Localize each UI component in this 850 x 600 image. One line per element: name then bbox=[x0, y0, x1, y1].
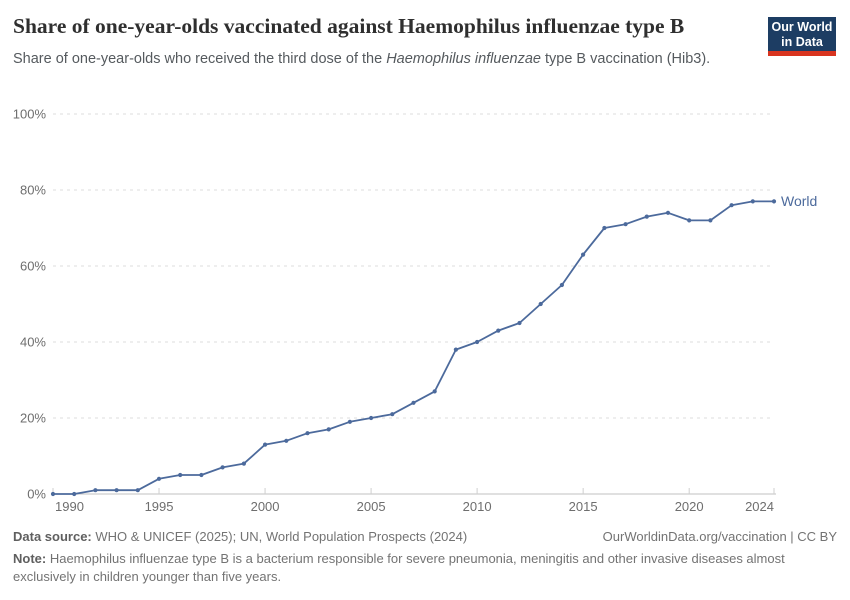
y-axis-tick-label: 0% bbox=[27, 487, 46, 502]
data-point-2019[interactable] bbox=[665, 210, 671, 215]
x-axis-tick-label: 2015 bbox=[569, 499, 598, 514]
data-point-2003[interactable] bbox=[326, 427, 331, 432]
source-row: Data source: WHO & UNICEF (2025); UN, Wo… bbox=[13, 529, 837, 545]
series-end-label[interactable]: World bbox=[781, 193, 817, 209]
data-point-2022[interactable] bbox=[729, 203, 734, 208]
y-axis-tick-label: 80% bbox=[20, 183, 46, 198]
page-title: Share of one-year-olds vaccinated agains… bbox=[13, 14, 685, 38]
data-point-2017[interactable] bbox=[623, 222, 628, 227]
data-point-1998[interactable] bbox=[220, 465, 225, 470]
data-point-2005[interactable] bbox=[369, 415, 374, 421]
subtitle-text: Share of one-year-olds who received the … bbox=[13, 50, 387, 67]
note-text: Haemophilus influenzae type B is a bacte… bbox=[13, 551, 785, 584]
data-point-1994[interactable] bbox=[135, 488, 140, 493]
y-axis-tick-label: 40% bbox=[20, 335, 46, 350]
data-point-2021[interactable] bbox=[708, 218, 713, 223]
data-source-label: Data source: bbox=[13, 529, 92, 544]
data-point-2006[interactable] bbox=[390, 412, 395, 417]
data-point-1990[interactable] bbox=[50, 491, 56, 497]
data-point-1997[interactable] bbox=[199, 472, 204, 478]
series-line-world[interactable] bbox=[53, 200, 774, 495]
data-point-2020[interactable] bbox=[687, 218, 692, 223]
data-point-2014[interactable] bbox=[559, 282, 565, 288]
data-point-2010[interactable] bbox=[475, 339, 480, 345]
data-point-2023[interactable] bbox=[750, 199, 755, 204]
owid-logo-line2: in Data bbox=[781, 34, 823, 49]
data-point-2013[interactable] bbox=[538, 301, 543, 307]
data-point-2000[interactable] bbox=[263, 442, 268, 447]
data-point-2011[interactable] bbox=[496, 328, 501, 333]
data-point-2008[interactable] bbox=[432, 389, 437, 394]
data-point-2015[interactable] bbox=[581, 252, 586, 257]
data-point-2024[interactable] bbox=[771, 199, 777, 204]
subtitle-text-suffix: type B vaccination (Hib3). bbox=[540, 50, 711, 67]
subtitle-italic-text: Haemophilus influenzae bbox=[386, 50, 541, 67]
chart-subtitle: Share of one-year-olds who received the … bbox=[0, 50, 850, 70]
data-point-2002[interactable] bbox=[305, 431, 310, 436]
y-axis-tick-label: 100% bbox=[13, 107, 47, 122]
data-point-2012[interactable] bbox=[517, 320, 522, 326]
data-source-text: WHO & UNICEF (2025); UN, World Populatio… bbox=[91, 529, 468, 544]
data-point-1991[interactable] bbox=[72, 491, 77, 497]
data-point-1999[interactable] bbox=[241, 461, 246, 466]
data-point-2018[interactable] bbox=[644, 214, 649, 219]
x-axis-tick-label: 2020 bbox=[675, 499, 704, 514]
data-point-2009[interactable] bbox=[453, 347, 458, 352]
owid-logo-line1: Our World bbox=[771, 20, 833, 34]
x-axis-tick-label: 2000 bbox=[251, 499, 280, 514]
data-point-1993[interactable] bbox=[114, 488, 119, 493]
owid-logo[interactable]: Our World in Data bbox=[768, 17, 836, 56]
y-axis-tick-label: 60% bbox=[20, 259, 46, 274]
data-point-2004[interactable] bbox=[347, 419, 352, 424]
x-axis-tick-label: 2024 bbox=[745, 499, 774, 514]
x-axis-tick-label: 1990 bbox=[55, 499, 84, 514]
data-source: Data source: WHO & UNICEF (2025); UN, Wo… bbox=[13, 529, 467, 545]
chart-footer: Data source: WHO & UNICEF (2025); UN, Wo… bbox=[13, 529, 837, 585]
x-axis-tick-label: 1995 bbox=[145, 499, 174, 514]
x-axis-tick-label: 2005 bbox=[357, 499, 386, 514]
y-axis-tick-label: 20% bbox=[20, 411, 46, 426]
data-point-1992[interactable] bbox=[93, 488, 98, 493]
x-axis-tick-label: 2010 bbox=[463, 499, 492, 514]
chart-note: Note: Haemophilus influenzae type B is a… bbox=[13, 550, 825, 585]
data-point-2001[interactable] bbox=[284, 438, 289, 443]
data-point-2016[interactable] bbox=[602, 225, 607, 231]
note-label: Note: bbox=[13, 551, 47, 566]
line-chart[interactable]: 0% 20% 40% 60% 80% 100% 1990 1995 2000 2005 2010 20… bbox=[0, 95, 850, 525]
data-point-1995[interactable] bbox=[156, 476, 162, 481]
data-point-1996[interactable] bbox=[178, 472, 183, 478]
attribution-link[interactable]: OurWorldinData.org/vaccination | CC BY bbox=[602, 529, 837, 544]
data-point-2007[interactable] bbox=[411, 400, 416, 405]
